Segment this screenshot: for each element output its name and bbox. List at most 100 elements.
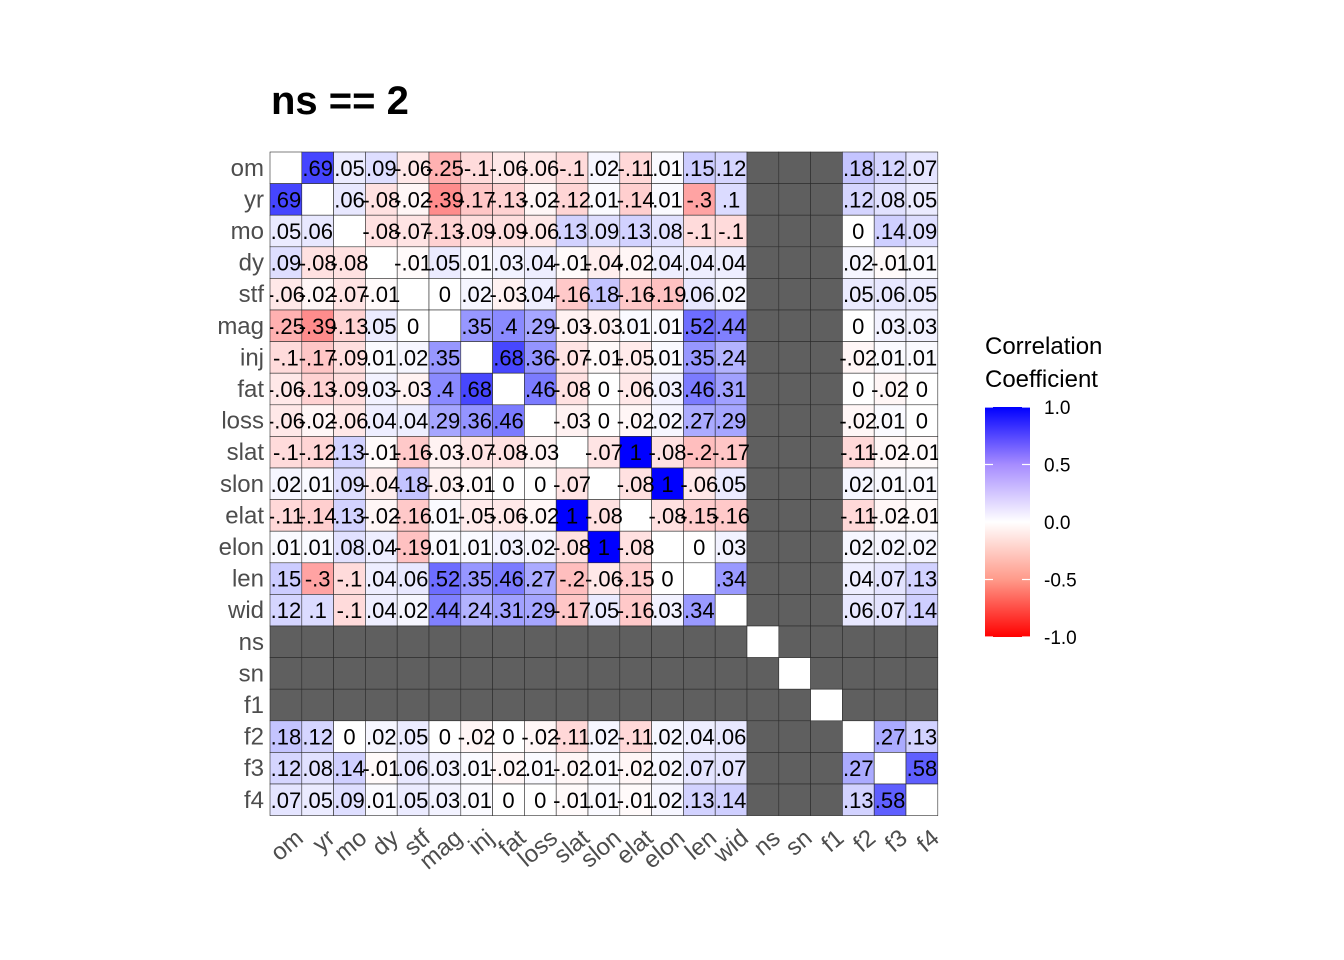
- cell-value-f3-elat: -.02: [617, 756, 655, 781]
- heatmap-cell-elon-slon: [587, 530, 621, 564]
- heatmap-cell-dy-slon: [587, 246, 621, 279]
- heatmap-cell-sn-elon: [651, 657, 684, 690]
- heatmap-cell-ns-stf: [396, 625, 430, 658]
- heatmap-cell-yr-f1: [810, 183, 843, 216]
- heatmap-cell-om-fat: [492, 151, 525, 184]
- cell-value-om-slon: .02: [589, 156, 620, 181]
- heatmap-cell-stf-wid: [714, 278, 748, 311]
- heatmap-cell-stf-inj: [460, 278, 493, 311]
- cell-value-om-fat: -.06: [490, 156, 528, 181]
- heatmap-cell-elon-inj: [460, 530, 493, 564]
- heatmap-cell-wid-f4: [905, 594, 939, 627]
- heatmap-cell-f3-elat: [619, 752, 652, 785]
- heatmap-cell-elon-f3: [873, 530, 907, 564]
- cell-value-yr-om: .69: [271, 187, 302, 212]
- heatmap-cell-loss-inj: [460, 404, 493, 437]
- cell-value-loss-len: .27: [684, 409, 715, 434]
- cell-value-om-elat: -.11: [618, 156, 654, 181]
- cell-value-mo-f4: .09: [907, 219, 938, 244]
- heatmap-cell-inj-inj: [460, 341, 493, 374]
- cell-value-len-om: .15: [271, 567, 302, 592]
- heatmap-cell-elon-ns: [746, 530, 780, 564]
- heatmap-cell-loss-slat: [555, 404, 589, 437]
- heatmap-cell-mo-sn: [778, 214, 811, 248]
- cell-value-dy-fat: .03: [493, 251, 524, 276]
- heatmap-cell-f1-mo: [333, 688, 366, 722]
- heatmap-cell-f4-om: [269, 783, 303, 816]
- heatmap-cell-mo-len: [683, 214, 716, 248]
- heatmap-cell-len-slon: [587, 562, 621, 595]
- heatmap-cell-ns-inj: [460, 625, 493, 658]
- heatmap-cell-slat-stf: [396, 436, 430, 469]
- cell-value-slon-f2: .02: [843, 472, 874, 497]
- heatmap-cell-len-wid: [714, 562, 748, 595]
- heatmap-cell-fat-mo: [333, 372, 366, 406]
- heatmap-cell-f4-elon: [651, 783, 684, 816]
- cell-value-elon-stf: -.19: [394, 535, 432, 560]
- cell-value-mo-loss: -.06: [521, 219, 559, 244]
- cell-value-f4-elat: -.01: [617, 788, 655, 813]
- heatmap-cell-ns-elat: [619, 625, 652, 658]
- cell-value-loss-wid: .29: [716, 409, 747, 434]
- heatmap-cell-f4-ns: [746, 783, 780, 816]
- heatmap-cell-slon-f1: [810, 467, 843, 500]
- cell-value-inj-f2: -.02: [839, 345, 877, 370]
- heatmap-cell-loss-f2: [842, 404, 875, 437]
- heatmap-cell-fat-f2: [842, 372, 875, 406]
- cell-value-f4-mo: .09: [334, 788, 365, 813]
- cell-value-len-f3: .07: [875, 567, 906, 592]
- heatmap-cell-yr-wid: [714, 183, 748, 216]
- cell-value-len-mag: .52: [430, 567, 461, 592]
- cell-value-fat-slat: -.08: [553, 377, 591, 402]
- heatmap-cell-elat-fat: [492, 499, 525, 532]
- heatmap-cell-dy-loss: [524, 246, 557, 279]
- cell-value-f3-dy: -.01: [362, 756, 400, 781]
- heatmap-cell-mag-yr: [301, 309, 334, 342]
- heatmap-cell-slon-f3: [873, 467, 907, 500]
- heatmap-cell-mag-ns: [746, 309, 780, 342]
- heatmap-cell-f3-loss: [524, 752, 557, 785]
- heatmap-cell-fat-inj: [460, 372, 493, 406]
- heatmap-cell-mo-mo: [333, 214, 366, 248]
- heatmap-cell-slat-yr: [301, 436, 334, 469]
- heatmap-cell-f1-dy: [365, 688, 398, 722]
- cell-value-dy-f4: .01: [907, 251, 938, 276]
- heatmap-cell-ns-elon: [651, 625, 684, 658]
- legend-tick-label: 0.0: [1044, 513, 1070, 534]
- heatmap-cell-om-elat: [619, 151, 652, 184]
- heatmap-cell-inj-fat: [492, 341, 525, 374]
- heatmap-cell-sn-yr: [301, 657, 334, 690]
- cell-value-mo-om: .05: [271, 219, 302, 244]
- heatmap-cell-f1-yr: [301, 688, 334, 722]
- cell-value-slat-yr: -.12: [299, 440, 337, 465]
- heatmap-cell-f3-slat: [555, 752, 589, 785]
- cell-value-stf-mo: -.07: [331, 282, 369, 307]
- cell-value-yr-len: -.3: [686, 187, 712, 212]
- heatmap-cell-elon-fat: [492, 530, 525, 564]
- cell-value-len-f2: .04: [843, 567, 874, 592]
- legend-tick-label: 1.0: [1044, 398, 1070, 419]
- cell-value-elat-loss: -.02: [521, 503, 559, 528]
- heatmap-cell-f1-stf: [396, 688, 430, 722]
- row-label-dy: dy: [239, 250, 264, 277]
- heatmap-cell-loss-len: [683, 404, 716, 437]
- heatmap-cell-mo-elon: [651, 214, 684, 248]
- cell-value-yr-loss: -.02: [521, 187, 559, 212]
- heatmap-cell-f2-slon: [587, 720, 621, 753]
- heatmap-cells: [269, 151, 939, 816]
- heatmap-cell-wid-len: [683, 594, 716, 627]
- cell-value-yr-elat: -.14: [617, 187, 655, 212]
- heatmap-cell-f4-mo: [333, 783, 366, 816]
- cell-value-len-wid: .34: [716, 567, 747, 592]
- heatmap-cell-mo-ns: [746, 214, 780, 248]
- heatmap-cell-f4-loss: [524, 783, 557, 816]
- heatmap-cell-wid-f3: [873, 594, 907, 627]
- heatmap-cell-sn-om: [269, 657, 303, 690]
- cell-value-inj-f4: .01: [907, 345, 938, 370]
- cell-value-elat-len: -.15: [680, 503, 718, 528]
- cell-value-loss-slon: 0: [598, 409, 610, 434]
- heatmap-cell-f3-f2: [842, 752, 875, 785]
- cell-value-len-elat: -.15: [617, 567, 655, 592]
- heatmap-cell-mag-len: [683, 309, 716, 342]
- row-label-inj: inj: [240, 344, 264, 371]
